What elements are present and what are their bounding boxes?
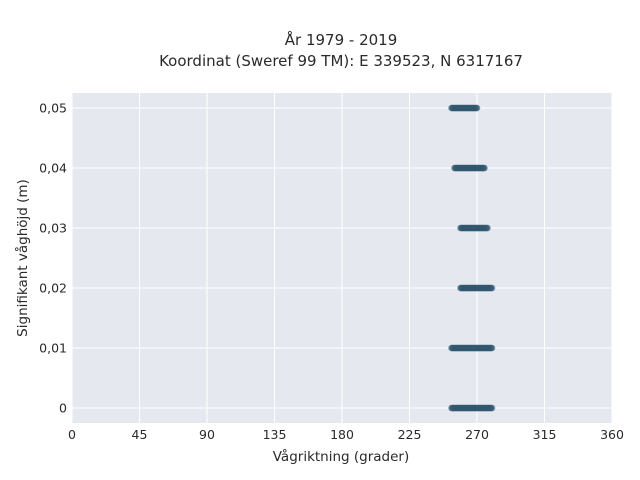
x-tick-label: 0: [68, 427, 76, 442]
data-point: [481, 164, 488, 172]
y-tick-label: 0,02: [39, 281, 67, 296]
y-tick-label: 0,04: [39, 161, 67, 176]
y-tick-label: 0,01: [39, 341, 67, 356]
y-tick-label: 0,03: [39, 221, 67, 236]
y-tick-label: 0: [59, 401, 67, 416]
x-axis-label: Vågriktning (grader): [273, 448, 410, 465]
data-point: [488, 404, 496, 412]
chart-title: År 1979 - 2019: [285, 30, 398, 49]
data-points: [448, 104, 496, 412]
data-point: [484, 224, 491, 232]
y-axis-label: Signifikant våghöjd (m): [14, 179, 31, 337]
x-tick-label: 45: [132, 427, 148, 442]
x-tick-label: 360: [600, 427, 624, 442]
x-tick-label: 225: [398, 427, 422, 442]
tick-labels: 0 45 90 135 180 225 270 315 360 0 0,01 0,02 0,03 0,04…: [39, 101, 624, 443]
chart-subtitle: Koordinat (Sweref 99 TM): E 339523, N 63…: [159, 52, 523, 70]
data-point: [488, 344, 496, 352]
grid: [71, 93, 613, 423]
data-point: [488, 284, 496, 292]
x-tick-label: 135: [263, 427, 287, 442]
x-tick-label: 315: [533, 427, 557, 442]
x-tick-label: 180: [330, 427, 354, 442]
y-tick-label: 0,05: [39, 101, 67, 116]
x-tick-label: 270: [465, 427, 489, 442]
x-tick-label: 90: [199, 427, 215, 442]
data-point: [473, 104, 481, 112]
